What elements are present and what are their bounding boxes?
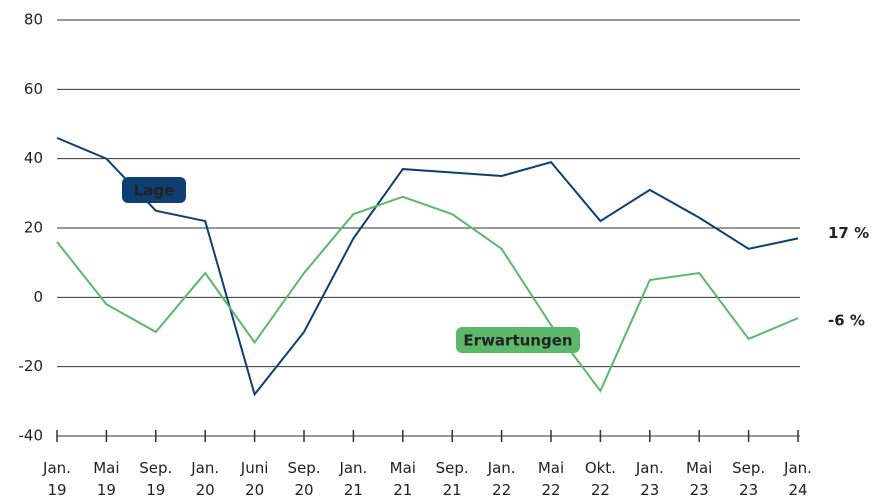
y-tick-label: 20 — [24, 219, 43, 237]
x-tick-label: Mai 23 — [686, 459, 713, 499]
legend-box — [122, 177, 186, 203]
legend-label: Erwartungen — [463, 332, 572, 350]
y-tick-label: 80 — [24, 11, 43, 29]
end-label: -6 % — [828, 312, 865, 330]
x-tick-label: Jan. 24 — [784, 459, 812, 499]
legend-box — [456, 327, 580, 353]
x-tick-label: Sep. 23 — [732, 459, 766, 499]
x-tick-label: Mai 21 — [389, 459, 416, 499]
y-tick-label: -20 — [19, 357, 44, 375]
x-tick-label: Jan. 19 — [43, 459, 71, 499]
x-tick-label: Mai 19 — [93, 459, 120, 499]
y-tick-label: 60 — [24, 80, 43, 98]
x-tick-label: Sep. 19 — [139, 459, 173, 499]
x-tick-label: Jan. 20 — [191, 459, 220, 499]
line-series — [56, 136, 799, 397]
x-tick-label: Jan. 22 — [487, 459, 516, 499]
end-label: 17 % — [828, 224, 869, 242]
x-tick-label: Juni 20 — [240, 459, 269, 499]
x-tick-label: Jan. 23 — [635, 459, 664, 499]
y-tick-label: 0 — [33, 288, 43, 306]
x-tick-label: Sep. 20 — [287, 459, 321, 499]
x-tick-label: Mai 22 — [537, 459, 565, 499]
x-tick-label: Sep. 21 — [435, 459, 469, 499]
y-tick-label: -40 — [19, 427, 44, 445]
x-tick-label: Okt. 22 — [584, 459, 616, 499]
legend-label: Lage — [134, 182, 175, 200]
line-series — [56, 195, 799, 393]
y-tick-label: 40 — [24, 149, 43, 167]
x-tick-label: Jan. 21 — [339, 459, 368, 499]
